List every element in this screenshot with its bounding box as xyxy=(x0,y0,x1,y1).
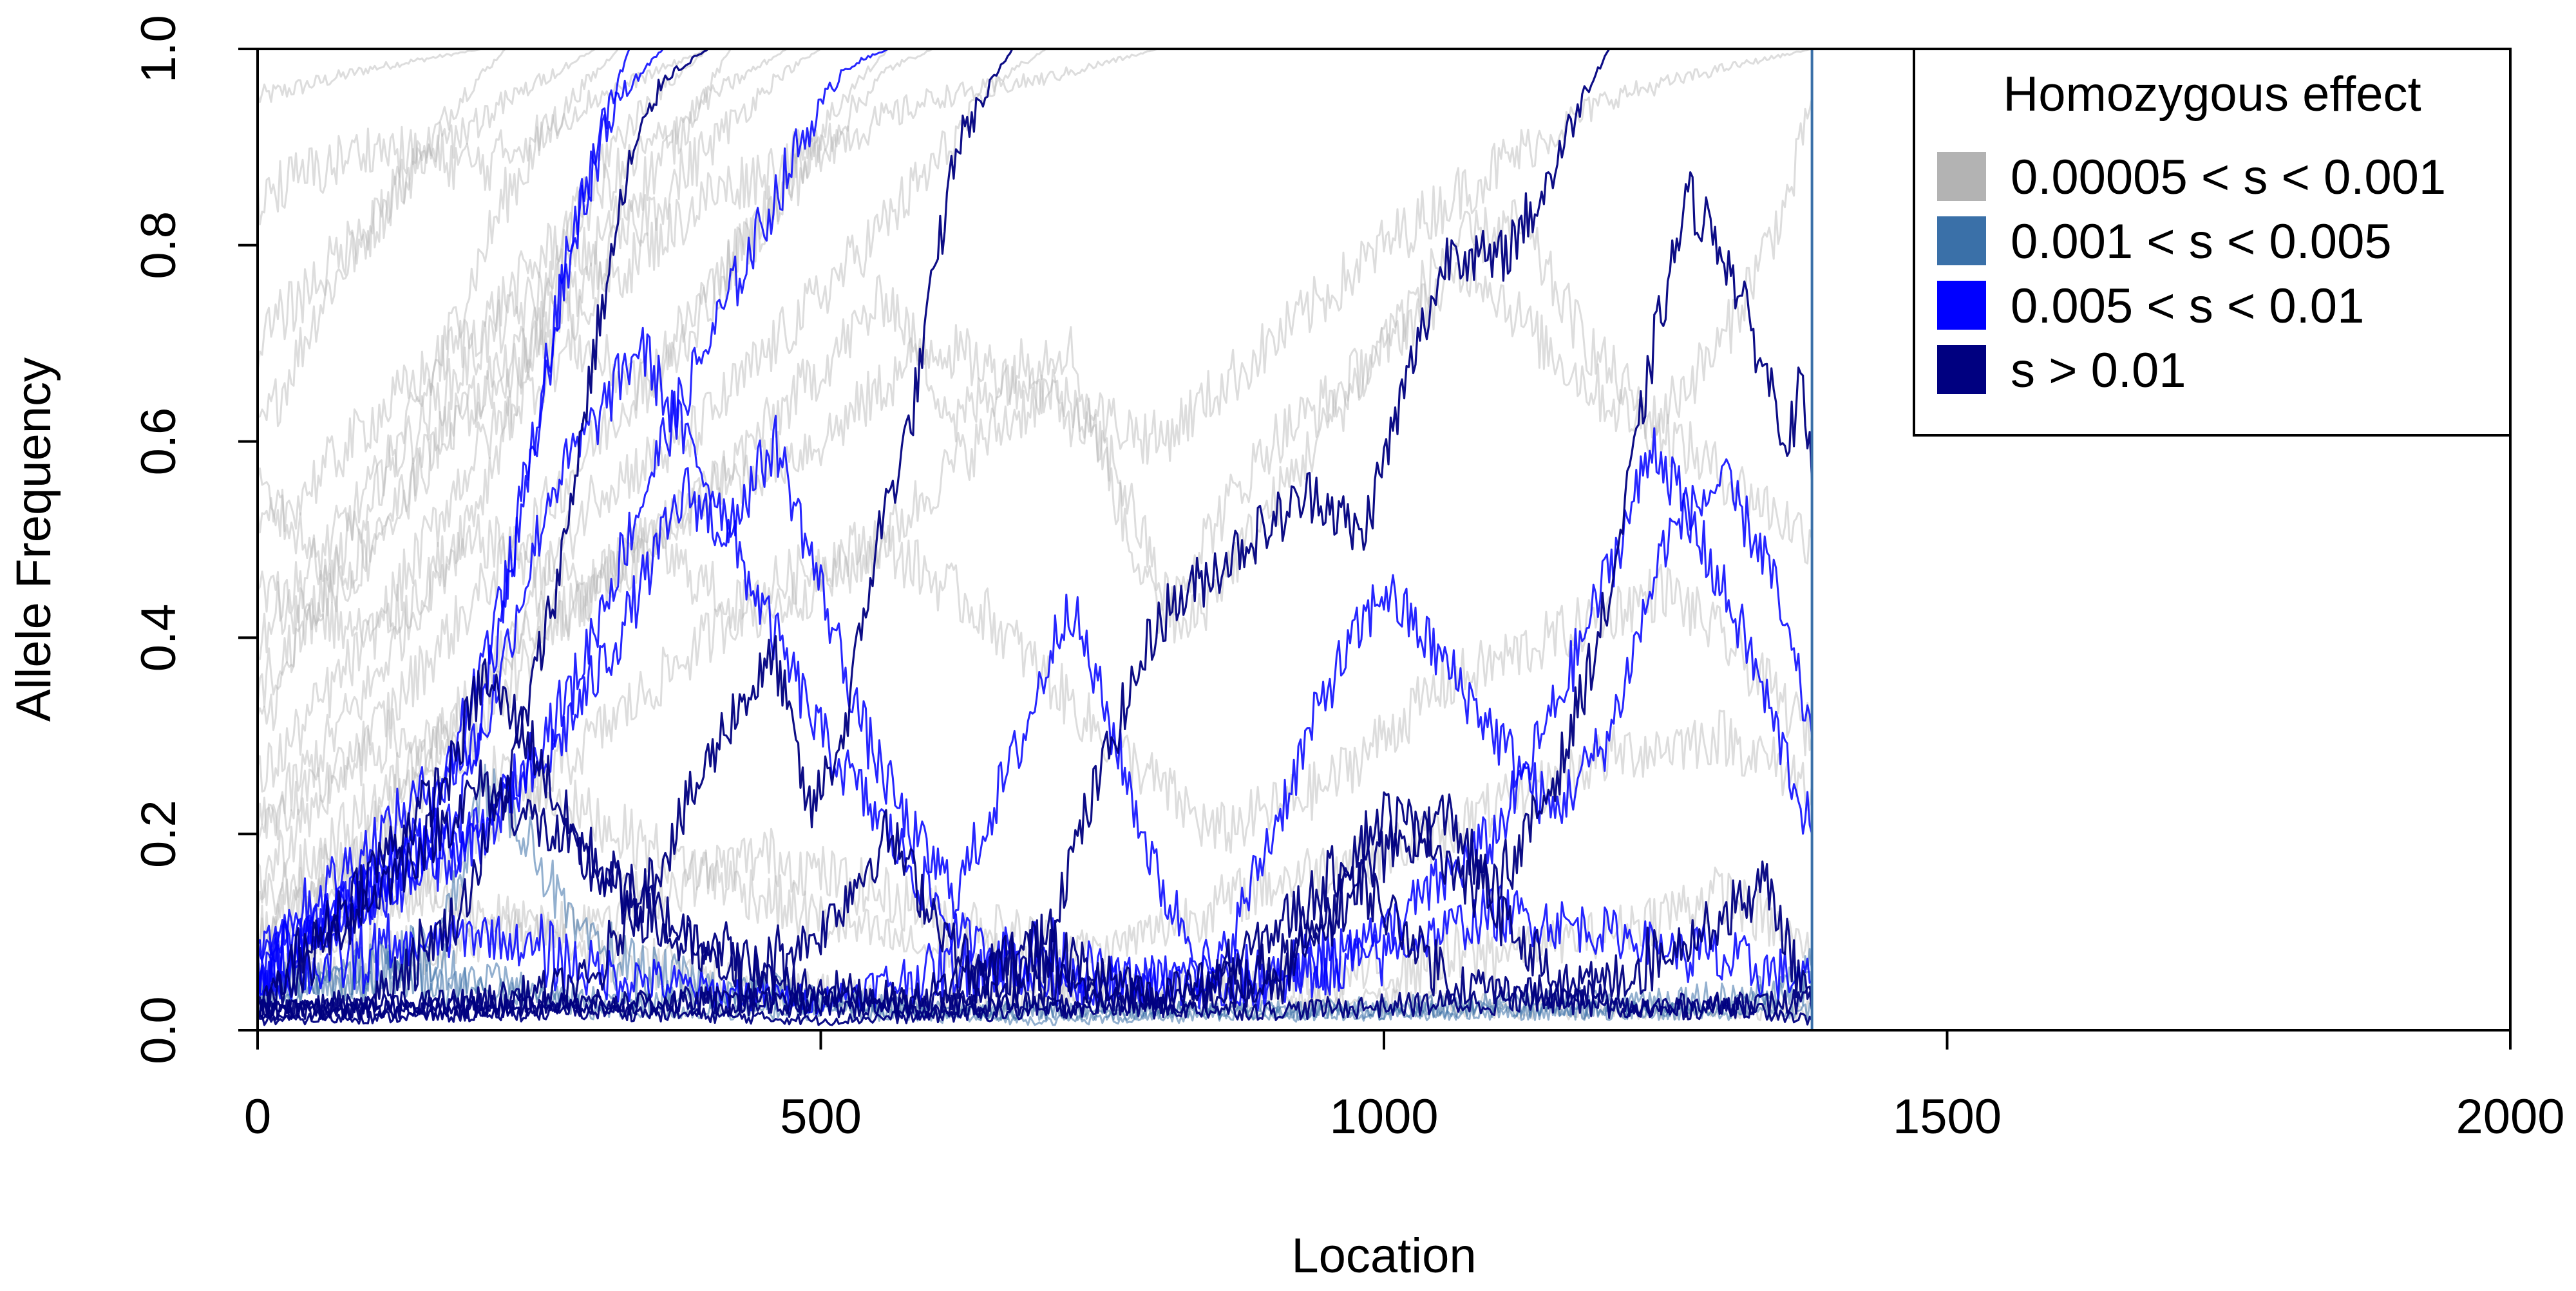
series-line-3-2 xyxy=(256,48,1812,1015)
legend: Homozygous effect 0.00005 < s < 0.001 0.00… xyxy=(1913,48,2512,437)
legend-box xyxy=(1913,48,2512,437)
series-line-0-29 xyxy=(256,48,1812,372)
legend-swatch xyxy=(1937,152,1986,201)
series-line-0-25 xyxy=(256,243,1814,921)
y-tick-label: 0.6 xyxy=(131,408,186,476)
legend-label: 0.00005 < s < 0.001 xyxy=(2011,150,2446,205)
series-line-2-9 xyxy=(256,326,1814,989)
legend-swatch xyxy=(1937,281,1986,330)
series-line-3-6 xyxy=(256,860,1814,1021)
x-tick-label: 2000 xyxy=(2456,1089,2564,1144)
legend-title: Homozygous effect xyxy=(2003,67,2421,122)
series-line-2-12 xyxy=(257,884,1813,1016)
y-tick-label: 0.2 xyxy=(131,800,186,868)
axes-layer: 0 500 1000 1500 2000 0.0 0.2 0.4 0.6 0.8 1.0 Locati… xyxy=(6,15,2565,1283)
series-line-0-19 xyxy=(256,48,1812,661)
series-line-0-30 xyxy=(256,48,1812,650)
series-line-0-26 xyxy=(257,97,1814,960)
x-tick-label: 500 xyxy=(780,1089,862,1144)
series-line-0-34 xyxy=(256,48,1812,602)
y-tick-label: 1.0 xyxy=(131,15,186,83)
x-axis-title: Location xyxy=(1291,1229,1476,1283)
y-tick-label: 0.0 xyxy=(131,996,186,1064)
x-tick-label: 0 xyxy=(244,1089,271,1144)
y-tick-label: 0.4 xyxy=(131,604,186,672)
legend-label: 0.001 < s < 0.005 xyxy=(2011,214,2392,269)
x-tick-label: 1500 xyxy=(1893,1089,2002,1144)
legend-swatch xyxy=(1937,345,1986,394)
legend-swatch xyxy=(1937,216,1986,265)
series-line-3-3 xyxy=(256,171,1814,1017)
legend-label: s > 0.01 xyxy=(2011,343,2186,398)
y-tick-label: 0.8 xyxy=(131,211,186,279)
series-line-0-27 xyxy=(256,520,1814,997)
series-layer xyxy=(256,48,1814,1030)
series-line-0-31 xyxy=(256,854,1814,1015)
legend-label: 0.005 < s < 0.01 xyxy=(2011,279,2364,334)
y-axis-title: Allele Frequency xyxy=(6,357,61,722)
x-tick-label: 1000 xyxy=(1329,1089,1438,1144)
series-line-3-4 xyxy=(257,859,1814,1021)
